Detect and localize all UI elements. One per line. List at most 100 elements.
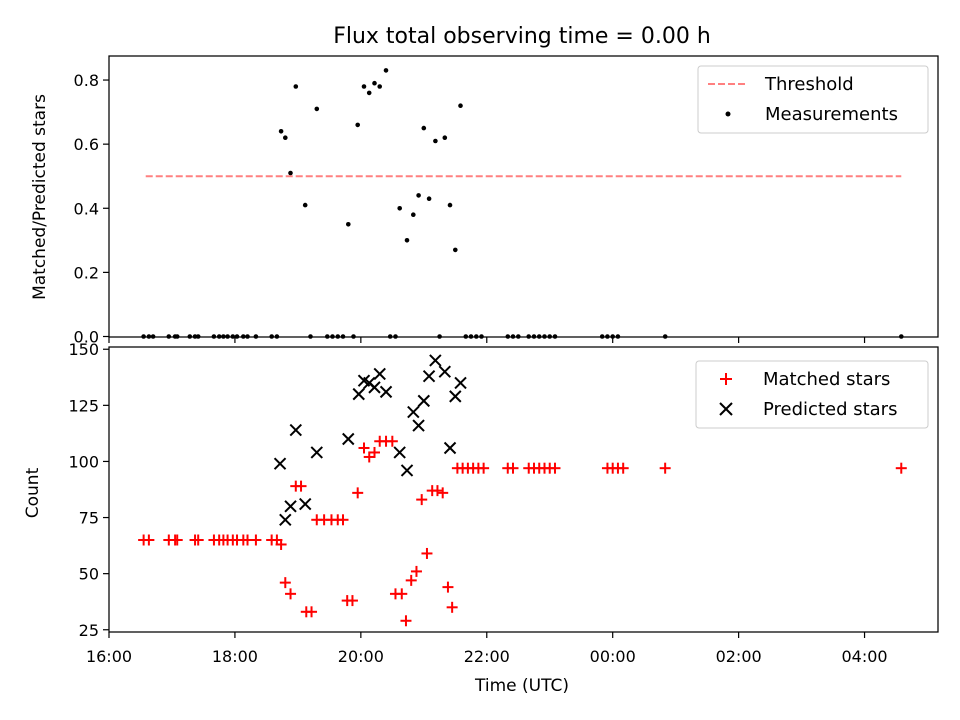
bottom-y-tick-label: 125: [68, 396, 99, 415]
matched-star-point: [659, 462, 671, 474]
predicted-star-point: [289, 423, 302, 437]
predicted-star-point: [449, 390, 462, 403]
measurement-point: [404, 238, 410, 243]
measurement-point: [421, 125, 427, 131]
measurement-point: [433, 138, 438, 144]
top-y-tick-label: 0.6: [74, 135, 99, 154]
bottom-x-tick-label: 16:00: [86, 647, 132, 666]
measurement-point: [372, 80, 377, 86]
measurement-point: [447, 202, 453, 208]
bottom-x-tick-label: 04:00: [841, 647, 887, 666]
measurement-point: [346, 222, 351, 227]
predicted-star-point: [342, 432, 355, 446]
matched-star-point: [275, 538, 287, 550]
matched-star-point: [416, 494, 428, 506]
predicted-star-point: [273, 457, 287, 470]
bottom-y-ticks: 25 50 75 100 125 150: [68, 340, 109, 640]
top-y-axis-label: Matched/Predicted stars: [30, 94, 50, 300]
predicted-star-point: [438, 365, 452, 378]
measurement-point: [458, 103, 463, 108]
bottom-x-ticks: 16:00 18:00 20:00 22:00 00:00 02:00 04:00: [86, 632, 888, 666]
measurement-point: [453, 247, 458, 253]
bottom-axes-frame: [108, 346, 939, 633]
predicted-star-point: [454, 376, 467, 390]
bottom-legend-box: [695, 360, 929, 429]
bottom-marks: [138, 354, 907, 627]
matched-star-point: [368, 446, 380, 458]
chart-title: Flux total observing time = 0.00 h: [333, 24, 711, 49]
measurement-point: [314, 106, 320, 112]
matched-star-point: [405, 574, 417, 586]
measurements-legend-label: Measurements: [765, 104, 898, 125]
predicted-star-point: [429, 354, 442, 367]
matched-star-point: [337, 514, 349, 526]
predicted-star-point: [407, 405, 420, 419]
matched-star-point: [306, 606, 318, 618]
measurement-point: [416, 193, 421, 198]
measurement-point: [288, 170, 293, 176]
matched-star-point: [410, 565, 422, 577]
measurement-point: [411, 212, 416, 217]
top-y-tick-label: 0.4: [74, 199, 99, 218]
matched-star-point: [442, 581, 454, 593]
matched-star-point: [346, 595, 358, 607]
bottom-x-tick-label: 18:00: [212, 647, 258, 666]
measurement-point: [397, 206, 403, 211]
matched-star-point: [285, 588, 297, 600]
matched-star-point: [507, 462, 519, 474]
predicted-star-point: [443, 441, 457, 455]
matched-star-point: [549, 462, 561, 474]
matched-star-point: [143, 534, 155, 546]
predicted-star-point: [379, 385, 393, 399]
top-y-tick-label: 0.2: [74, 263, 99, 282]
matched-star-point: [192, 534, 204, 546]
matched-star-point: [400, 615, 412, 627]
measurement-point: [377, 84, 383, 89]
predicted-stars-legend-swatch: [719, 402, 733, 416]
top-panel: 0.00.20.40.60.8 Matched/Predicted stars …: [30, 55, 939, 347]
matched-star-point: [437, 487, 449, 499]
x-axis-label: Time (UTC): [474, 676, 569, 696]
matched-stars-legend-label: Matched stars: [763, 369, 890, 390]
matched-star-point: [446, 601, 458, 613]
bottom-y-tick-label: 100: [68, 452, 99, 471]
matched-star-point: [396, 588, 408, 600]
bottom-x-tick-label: 02:00: [716, 647, 762, 666]
bottom-y-tick-label: 75: [79, 509, 99, 528]
predicted-star-point: [310, 446, 323, 459]
bottom-y-axis-label: Count: [23, 467, 43, 518]
measurement-point: [361, 84, 367, 89]
predicted-star-point: [368, 381, 381, 394]
measurement-point: [442, 135, 448, 140]
top-legend: Threshold Measurements: [697, 65, 929, 134]
measurement-point: [355, 122, 361, 128]
matched-star-point: [250, 534, 262, 546]
matched-star-point: [617, 462, 629, 474]
matched-star-point: [895, 462, 907, 474]
top-legend-box: [697, 65, 929, 134]
predicted-star-point: [393, 446, 406, 459]
matched-star-point: [279, 577, 291, 589]
predicted-star-point: [352, 387, 365, 401]
measurements-legend-swatch: [725, 111, 731, 117]
top-y-tick-label: 0.8: [74, 71, 99, 90]
bottom-y-tick-label: 150: [68, 340, 99, 359]
top-y-tick-label: 0.0: [74, 328, 99, 347]
matched-star-point: [352, 487, 364, 499]
predicted-star-point: [422, 369, 436, 383]
threshold-legend-label: Threshold: [764, 74, 854, 95]
top-marks: [141, 68, 904, 339]
bottom-x-tick-label: 00:00: [590, 647, 636, 666]
predicted-star-point: [284, 500, 297, 513]
top-axes-frame: [108, 55, 939, 338]
predicted-stars-legend-label: Predicted stars: [763, 399, 897, 420]
measurement-point: [383, 68, 389, 73]
matched-star-point: [295, 480, 307, 492]
top-x-ticks: [108, 337, 866, 343]
bottom-legend: Matched stars Predicted stars: [695, 360, 929, 429]
bottom-y-tick-label: 25: [79, 621, 99, 640]
predicted-star-point: [417, 394, 431, 408]
matched-star-point: [431, 485, 443, 497]
measurement-point: [366, 90, 372, 96]
bottom-panel: 25 50 75 100 125 150 16:00 18:00 20:00 22:00 00:0…: [23, 340, 939, 696]
